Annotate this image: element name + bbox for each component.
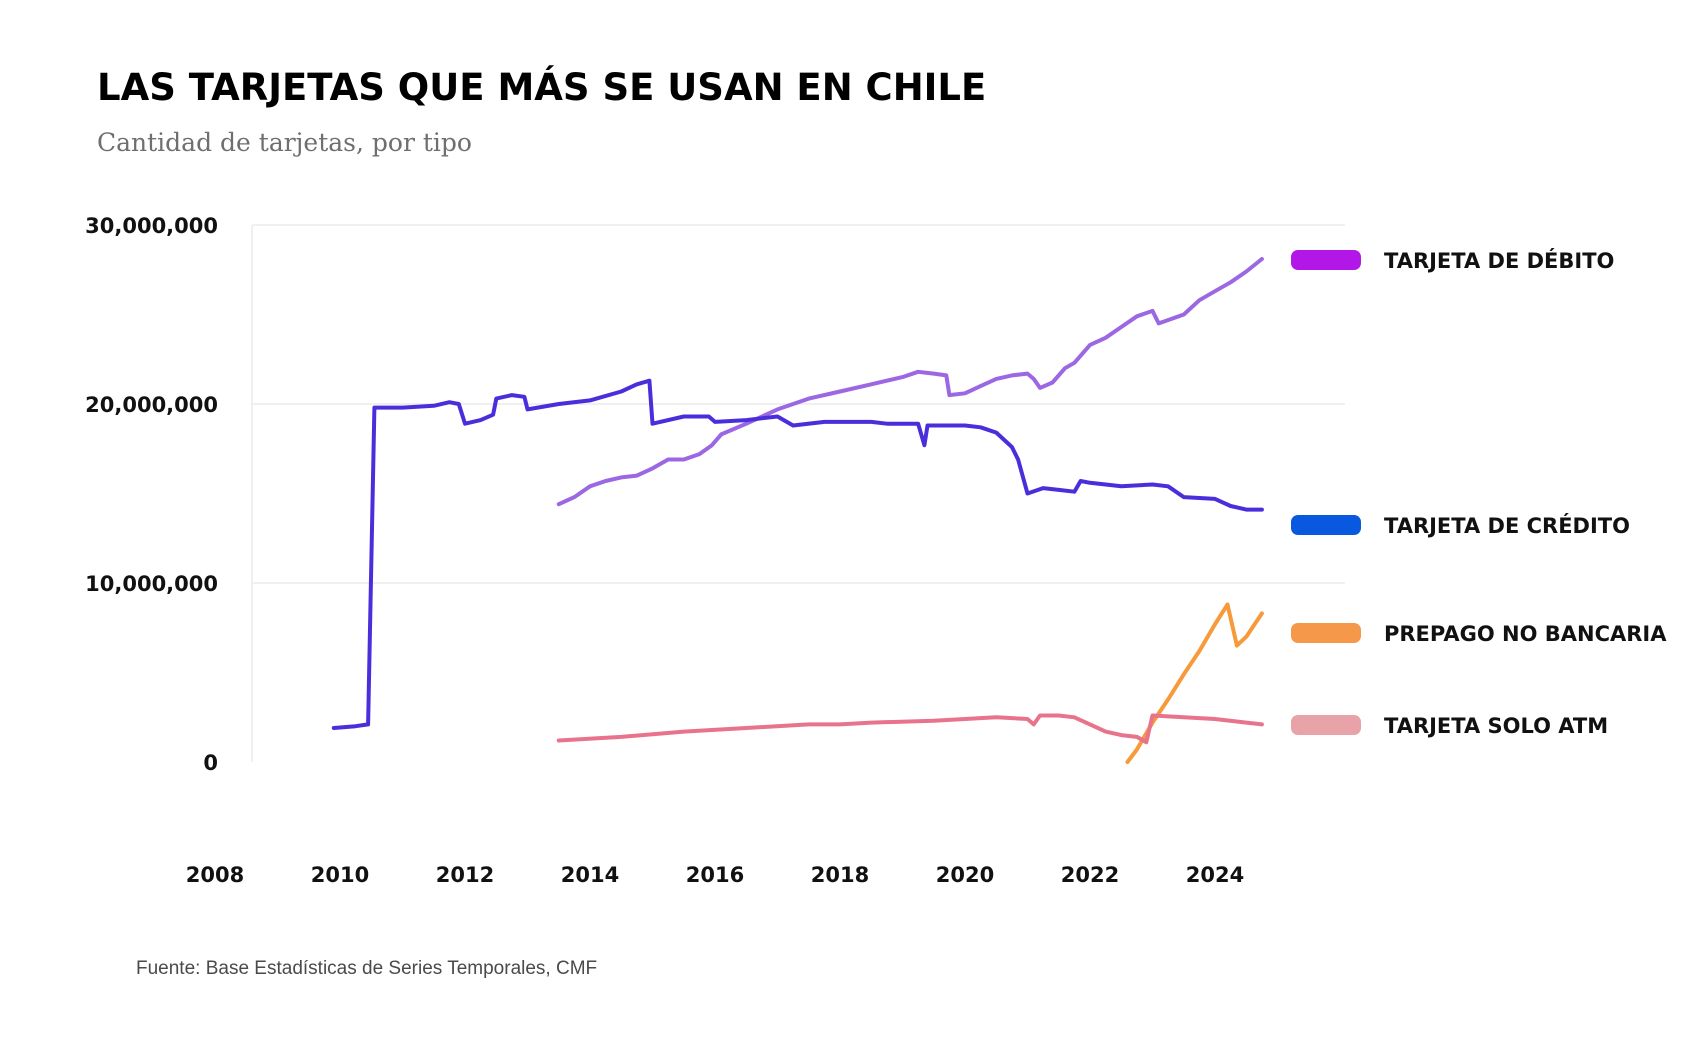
chart-title: LAS TARJETAS QUE MÁS SE USAN EN CHILE: [97, 66, 987, 109]
x-axis-ticks: 2008 2010 2012 2014 2016 2018 2020 2022 2024: [186, 863, 1244, 887]
legend-swatch-prepago-no-bancaria: [1291, 623, 1361, 643]
y-tick-label: 30,000,000: [85, 214, 218, 238]
series-line-tarjeta-de-debito: [556, 257, 1264, 507]
source-note: Fuente: Base Estadísticas de Series Temp…: [136, 958, 598, 979]
x-tick-label: 2012: [436, 863, 494, 887]
x-tick-label: 2014: [561, 863, 619, 887]
x-tick-label: 2008: [186, 863, 244, 887]
legend-label-tarjeta-solo-atm: TARJETA SOLO ATM: [1384, 714, 1608, 738]
x-tick-label: 2020: [936, 863, 994, 887]
y-tick-label: 0: [203, 751, 218, 775]
x-tick-label: 2010: [311, 863, 369, 887]
legend-label-tarjeta-de-debito: TARJETA DE DÉBITO: [1384, 248, 1614, 273]
legend-swatch-tarjeta-de-credito: [1291, 515, 1361, 535]
x-tick-label: 2022: [1061, 863, 1119, 887]
series-line-tarjeta-de-credito: [331, 378, 1264, 730]
chart-subtitle: Cantidad de tarjetas, por tipo: [97, 128, 472, 157]
legend: TARJETA DE DÉBITO TARJETA DE CRÉDITO PREPA…: [1291, 248, 1667, 738]
y-tick-label: 20,000,000: [85, 393, 218, 417]
grid-lines: [251, 224, 1345, 762]
x-tick-label: 2018: [811, 863, 869, 887]
legend-label-prepago-no-bancaria: PREPAGO NO BANCARIA: [1384, 622, 1667, 646]
y-tick-label: 10,000,000: [85, 572, 218, 596]
x-tick-label: 2024: [1186, 863, 1244, 887]
legend-swatch-tarjeta-solo-atm: [1291, 715, 1361, 735]
legend-swatch-tarjeta-de-debito: [1291, 250, 1361, 270]
series-lines: [331, 257, 1264, 764]
series-line-tarjeta-solo-atm: [556, 713, 1264, 745]
y-axis-ticks: 0 10,000,000 20,000,000 30,000,000: [85, 214, 218, 775]
x-tick-label: 2016: [686, 863, 744, 887]
legend-label-tarjeta-de-credito: TARJETA DE CRÉDITO: [1384, 513, 1630, 538]
